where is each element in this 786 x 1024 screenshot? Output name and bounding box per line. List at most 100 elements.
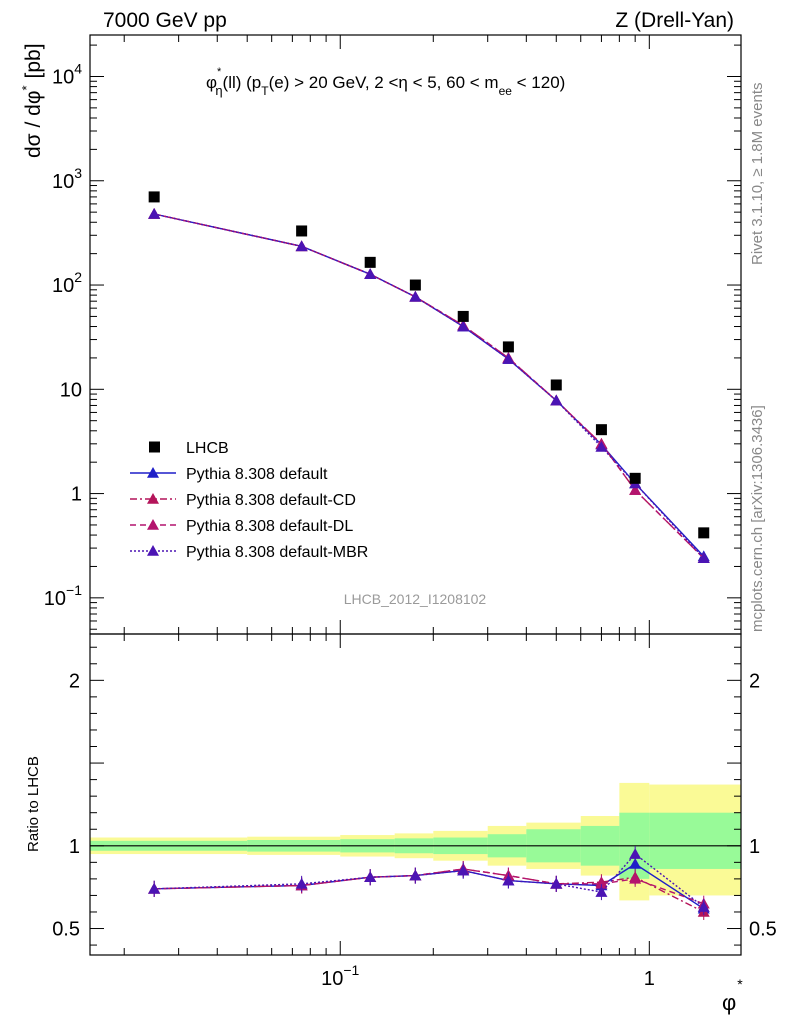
lhcb-data-point bbox=[364, 256, 376, 268]
main-series-point bbox=[502, 353, 515, 364]
tick-base: 10 bbox=[52, 171, 74, 193]
main-y-tick-label: 103 bbox=[52, 165, 82, 193]
ratio-point bbox=[629, 872, 642, 884]
legend-label: LHCB bbox=[186, 440, 229, 457]
title-rest1: (e) > 20 GeV, 2 <η < 5, 60 < m bbox=[269, 73, 499, 92]
ratio-y-tick-label-right: 1 bbox=[749, 836, 760, 858]
ylabel-main: dσ / dφ bbox=[22, 91, 45, 158]
energy-label: 7000 GeV pp bbox=[103, 9, 227, 32]
legend-label: Pythia 8.308 default bbox=[186, 466, 328, 483]
ratio-band-inner bbox=[649, 812, 741, 869]
legend-marker bbox=[147, 493, 159, 504]
main-series-line bbox=[154, 213, 705, 559]
ylabel-star: * bbox=[19, 85, 34, 90]
x-tick-label: 1 bbox=[644, 968, 655, 990]
title-ll: (ll) (p bbox=[223, 73, 262, 92]
analysis-id-label: LHCB_2012_I1208102 bbox=[344, 591, 487, 607]
ratio-point bbox=[457, 864, 470, 876]
main-y-tick-label: 1 bbox=[71, 484, 82, 506]
lhcb-data-point bbox=[409, 279, 421, 291]
ratio-point bbox=[595, 877, 608, 889]
tick-exponent: −1 bbox=[343, 962, 359, 978]
tick-base: 10 bbox=[44, 588, 66, 610]
legend-marker bbox=[147, 519, 159, 530]
main-y-axis-label: dσ / dφ* [pb] bbox=[19, 43, 45, 158]
lhcb-data-point bbox=[457, 310, 469, 322]
main-series-point bbox=[364, 268, 377, 280]
process-label: Z (Drell-Yan) bbox=[615, 9, 734, 32]
tick-base: 10 bbox=[60, 379, 82, 401]
ratio-point bbox=[550, 877, 563, 889]
main-y-tick-label: 10−1 bbox=[44, 582, 82, 610]
ratio-point bbox=[629, 848, 642, 859]
main-y-tick-label: 104 bbox=[52, 60, 82, 88]
ratio-point bbox=[629, 857, 642, 869]
tick-exponent: 3 bbox=[74, 165, 82, 181]
tick-base: 10 bbox=[321, 968, 343, 990]
legend-label: Pythia 8.308 default-MBR bbox=[186, 544, 368, 561]
main-y-tick-label: 10 bbox=[60, 379, 82, 401]
title-star: * bbox=[217, 66, 222, 78]
ratio-point bbox=[502, 874, 515, 886]
main-series-line bbox=[154, 213, 705, 557]
ylabel-unit: [pb] bbox=[22, 43, 45, 78]
side-label-bottom: mcplots.cern.ch [arXiv:1306.3436] bbox=[749, 405, 766, 632]
ratio-y-tick-label-left: 1 bbox=[69, 836, 80, 858]
legend-marker bbox=[147, 467, 159, 478]
lhcb-data-point bbox=[148, 191, 160, 203]
lhcb-data-point bbox=[698, 527, 710, 539]
lhcb-data-point bbox=[502, 341, 514, 353]
x-axis-label: φ* bbox=[722, 976, 743, 1015]
lhcb-data-point bbox=[550, 379, 562, 391]
ratio-y-tick-label-right: 2 bbox=[749, 670, 760, 692]
tick-base: 1 bbox=[71, 484, 82, 506]
ratio-point bbox=[409, 869, 422, 881]
xlabel-star: * bbox=[737, 976, 743, 992]
ratio-y-tick-label-right: 0.5 bbox=[749, 919, 777, 941]
ratio-point bbox=[364, 871, 377, 883]
title-T-sub: T bbox=[261, 84, 269, 98]
tick-exponent: −1 bbox=[66, 582, 82, 598]
main-series-point bbox=[595, 440, 608, 452]
legend-marker bbox=[147, 545, 159, 556]
main-y-tick-label: 102 bbox=[52, 269, 82, 297]
main-series-point bbox=[550, 394, 563, 406]
title-phi: φ bbox=[206, 73, 217, 92]
title-rest2: < 120) bbox=[512, 73, 565, 92]
title-eta-sub: η bbox=[215, 83, 222, 98]
title-ee-sub: ee bbox=[499, 84, 513, 98]
main-series-point bbox=[295, 240, 308, 252]
lhcb-data-point bbox=[629, 472, 641, 484]
lhcb-data-point bbox=[296, 225, 308, 237]
tick-base: 1 bbox=[644, 968, 655, 990]
tick-exponent: 4 bbox=[74, 60, 82, 76]
main-series-point bbox=[148, 207, 161, 219]
tick-base: 10 bbox=[52, 66, 74, 88]
ratio-point bbox=[595, 886, 608, 897]
ratio-series-line bbox=[154, 868, 704, 905]
ratio-series-line bbox=[154, 853, 705, 908]
main-series-point bbox=[697, 552, 710, 563]
ratio-point bbox=[697, 901, 710, 912]
main-plot-title: φ* η(ll) (pT(e) > 20 GeV, 2 <η < 5, 60 < … bbox=[206, 66, 565, 98]
tick-base: 10 bbox=[52, 275, 74, 297]
ratio-point bbox=[295, 877, 308, 889]
ratio-y-tick-label-left: 0.5 bbox=[52, 919, 80, 941]
xlabel-main: φ bbox=[722, 990, 736, 1015]
side-label-top: Rivet 3.1.10, ≥ 1.8M events bbox=[749, 83, 766, 266]
main-series-point bbox=[409, 290, 422, 302]
main-series-line bbox=[154, 213, 705, 559]
legend-marker-lhcb bbox=[149, 441, 160, 453]
ratio-point bbox=[148, 882, 161, 894]
legend-label: Pythia 8.308 default-CD bbox=[186, 492, 356, 509]
main-series-point bbox=[629, 484, 642, 495]
ratio-y-tick-label-left: 2 bbox=[69, 670, 80, 692]
ratio-plot-frame bbox=[89, 633, 742, 956]
ratio-y-axis-label: Ratio to LHCB bbox=[25, 756, 42, 852]
legend-label: Pythia 8.308 default-DL bbox=[186, 518, 353, 535]
tick-exponent: 2 bbox=[74, 269, 82, 285]
x-tick-label: 10−1 bbox=[321, 962, 359, 990]
main-series-point bbox=[457, 320, 470, 332]
lhcb-data-point bbox=[595, 424, 607, 436]
